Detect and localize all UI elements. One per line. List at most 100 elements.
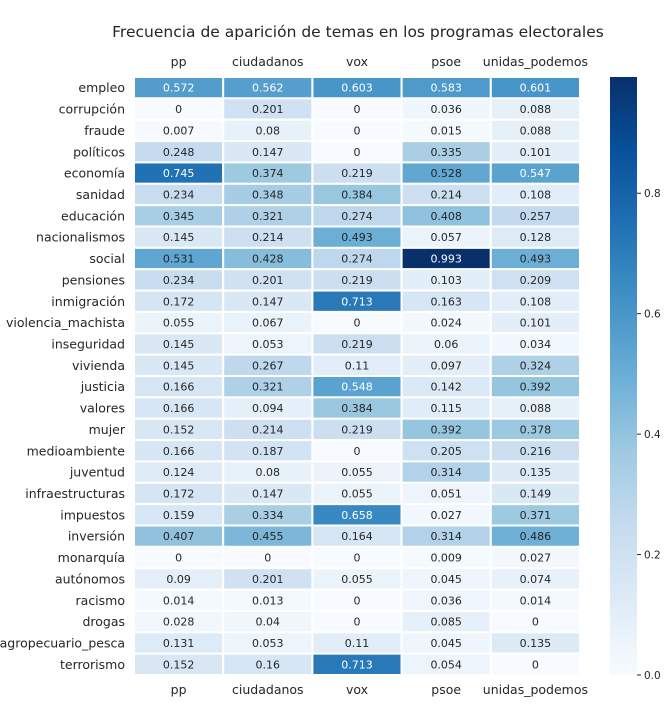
cell-value-label: 0.348 [252, 188, 284, 201]
row-label: inmigración [51, 294, 125, 309]
colorbar [610, 77, 637, 675]
row-labels: empleo corrupción fraude políticos economía s… [0, 80, 126, 672]
column-label-top: unidas_podemos [483, 54, 588, 69]
cell-value-label: 0.128 [520, 231, 552, 244]
colorbar-tick-label: 0.0 [644, 670, 661, 682]
cell-value-label: 0.274 [341, 210, 373, 223]
cell-value-label: 0.152 [163, 423, 195, 436]
cell-value-label: 0.314 [430, 466, 462, 479]
cell-value-label: 0.455 [252, 530, 284, 543]
cell-value-label: 0.108 [520, 188, 552, 201]
cell-value-label: 0 [354, 103, 361, 116]
cell-value-label: 0.145 [163, 231, 195, 244]
cell-value-label: 0.601 [520, 82, 552, 95]
cell-value-label: 0.166 [163, 445, 195, 458]
cell-value-label: 0 [175, 552, 182, 565]
cell-value-label: 0.335 [430, 146, 462, 159]
cell-value-label: 0.11 [345, 359, 370, 372]
cell-value-label: 0 [354, 594, 361, 607]
cell-value-label: 0.172 [163, 295, 195, 308]
heatmap-cells: 0.572 0.562 0.603 0.583 0.601 0 0.201 0 0.036 0.0… [133, 76, 581, 677]
cell-value-label: 0.101 [520, 317, 552, 330]
cell-value-label: 0.055 [341, 487, 373, 500]
cell-value-label: 0.024 [430, 317, 462, 330]
row-label: autónomos [55, 571, 125, 586]
column-label-top: ciudadanos [232, 54, 304, 69]
row-label: sanidad [76, 187, 125, 202]
cell-value-label: 0.392 [430, 423, 462, 436]
cell-value-label: 0.131 [163, 637, 195, 650]
cell-value-label: 0.055 [341, 573, 373, 586]
cell-value-label: 0.135 [520, 466, 552, 479]
cell-value-label: 0.159 [163, 509, 195, 522]
cell-value-label: 0.531 [163, 253, 195, 266]
cell-value-label: 0.053 [252, 637, 284, 650]
cell-value-label: 0.055 [341, 466, 373, 479]
cell-value-label: 0.547 [520, 167, 552, 180]
cell-value-label: 0.205 [430, 445, 462, 458]
cell-value-label: 0.562 [252, 82, 284, 95]
cell-value-label: 0 [354, 124, 361, 137]
cell-value-label: 0.993 [430, 253, 462, 266]
cell-value-label: 0.201 [252, 274, 284, 287]
cell-value-label: 0.384 [341, 188, 373, 201]
cell-value-label: 0.219 [341, 423, 373, 436]
cell-value-label: 0.124 [163, 466, 195, 479]
cell-value-label: 0 [532, 616, 539, 629]
cell-value-label: 0.583 [430, 82, 462, 95]
cell-value-label: 0.314 [430, 530, 462, 543]
row-label: pensiones [62, 272, 125, 287]
row-label: infraestructuras [25, 486, 125, 501]
row-label: empleo [78, 80, 125, 95]
cell-value-label: 0.548 [341, 381, 373, 394]
row-label: corrupción [59, 102, 125, 117]
cell-value-label: 0.164 [341, 530, 373, 543]
cell-value-label: 0.009 [430, 552, 462, 565]
column-label-top: pp [171, 54, 187, 69]
cell-value-label: 0.745 [163, 167, 195, 180]
cell-value-label: 0.09 [166, 573, 191, 586]
cell-value-label: 0 [354, 317, 361, 330]
row-label: medioambiente [27, 443, 126, 458]
cell-value-label: 0 [354, 146, 361, 159]
cell-value-label: 0.384 [341, 402, 373, 415]
cell-value-label: 0.088 [520, 402, 552, 415]
cell-value-label: 0.007 [163, 124, 195, 137]
cell-value-label: 0.219 [341, 338, 373, 351]
cell-value-label: 0 [354, 445, 361, 458]
row-label: valores [80, 401, 125, 416]
row-label: social [89, 251, 125, 266]
cell-value-label: 0.713 [341, 295, 373, 308]
cell-value-label: 0.324 [520, 359, 552, 372]
cell-value-label: 0.045 [430, 637, 462, 650]
row-label: mujer [89, 422, 126, 437]
cell-value-label: 0.209 [520, 274, 552, 287]
row-label: fraude [84, 123, 125, 138]
colorbar-gradient [610, 77, 637, 675]
cell-value-label: 0.103 [430, 274, 462, 287]
cell-value-label: 0.027 [430, 509, 462, 522]
cell-value-label: 0.06 [434, 338, 459, 351]
cell-value-label: 0.051 [430, 487, 462, 500]
cell-value-label: 0.603 [341, 82, 373, 95]
cell-value-label: 0.163 [430, 295, 462, 308]
cell-value-label: 0.057 [430, 231, 462, 244]
cell-value-label: 0.147 [252, 295, 284, 308]
colorbar-tick-label: 0.8 [644, 188, 661, 200]
row-label: terrorismo [60, 657, 125, 672]
cell-value-label: 0.08 [256, 124, 281, 137]
row-label: racismo [76, 593, 125, 608]
cell-value-label: 0.267 [252, 359, 284, 372]
cell-value-label: 0.088 [520, 103, 552, 116]
row-label: drogas [82, 614, 125, 629]
cell-value-label: 0.572 [163, 82, 195, 95]
column-label-bottom: pp [171, 682, 187, 697]
cell-value-label: 0.257 [520, 210, 552, 223]
cell-value-label: 0.201 [252, 103, 284, 116]
cell-value-label: 0.135 [520, 637, 552, 650]
cell-value-label: 0.036 [430, 594, 462, 607]
cell-value-label: 0.214 [252, 231, 284, 244]
cell-value-label: 0.248 [163, 146, 195, 159]
cell-value-label: 0.658 [341, 509, 373, 522]
